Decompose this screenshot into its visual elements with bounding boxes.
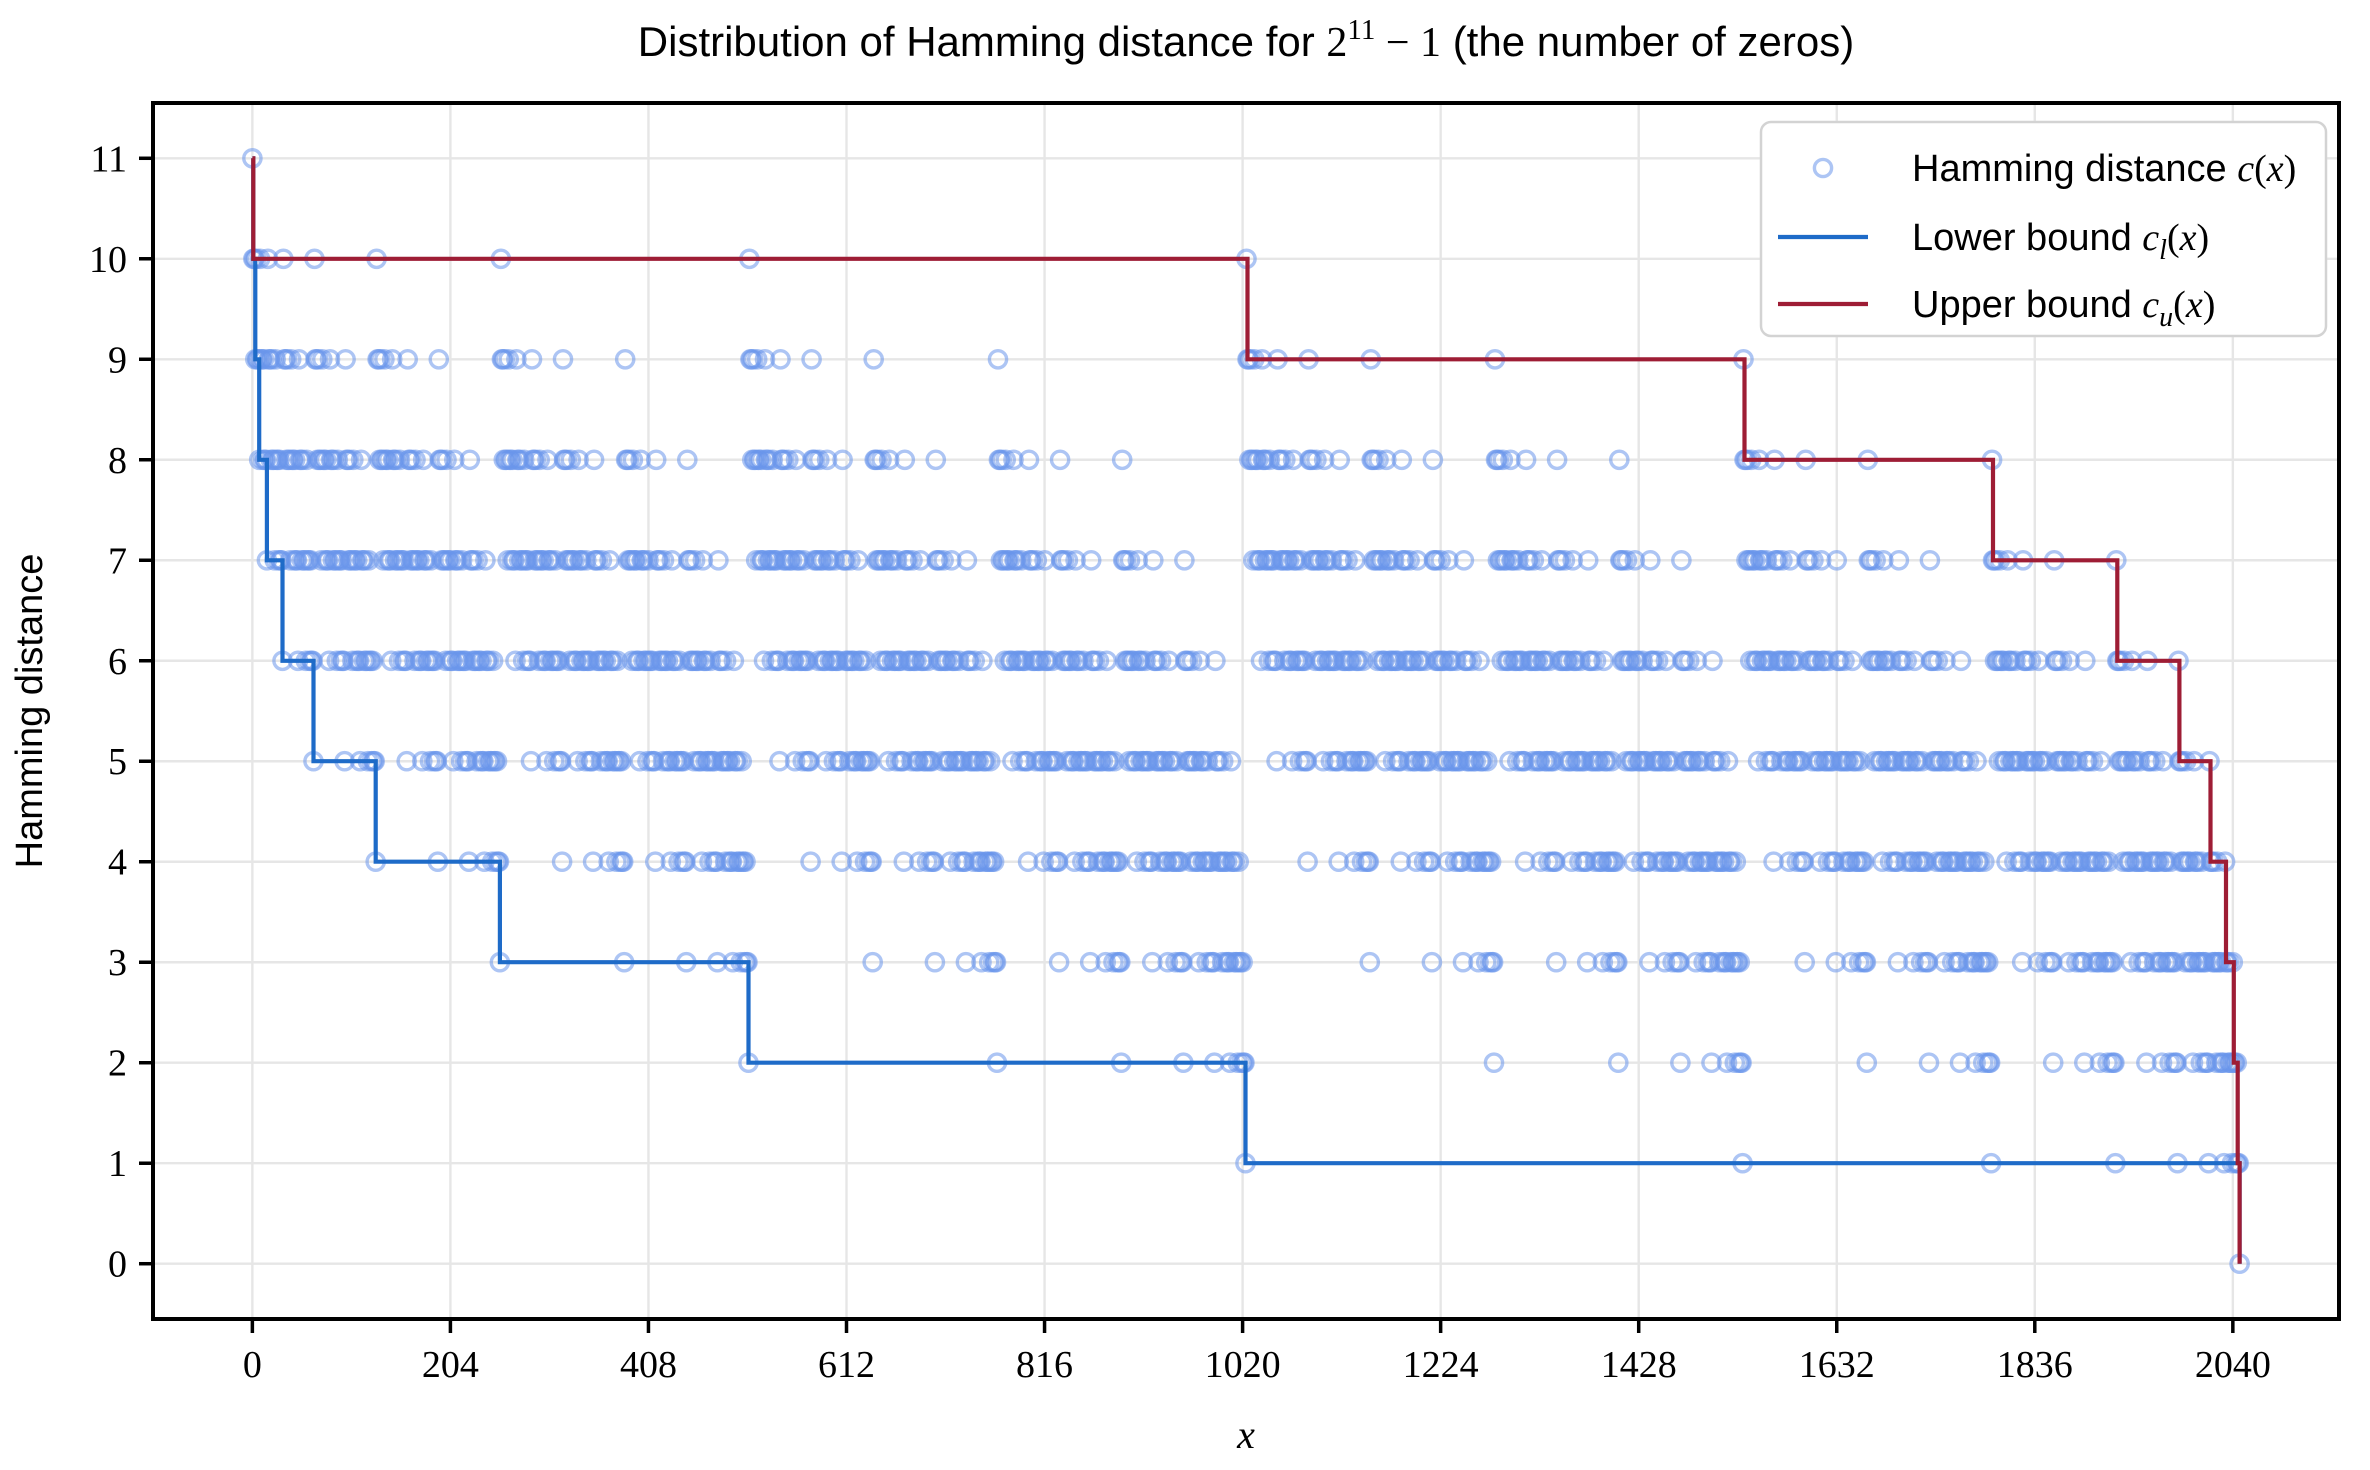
x-tick-label: 1224 [1403,1344,1479,1386]
x-tick-label: 1428 [1601,1344,1677,1386]
x-tick-label: 1836 [1997,1344,2073,1386]
legend-label: Upper bound cu(x) [1912,284,2215,333]
plot-border [151,101,2341,1321]
axes [139,101,2341,1333]
legend-scatter-marker-icon [1812,157,1834,179]
y-axis-label: Hamming distance [9,554,51,869]
y-tick-label: 11 [90,138,127,180]
tick-labels: 0 204 408 612 816 1020 1224 1428 1632 1836 2040 0 1 2… [89,138,2271,1386]
legend: Hamming distance c(x) Lower bound cl(x) Up… [1759,120,2328,338]
legend-item-upper: Upper bound cu(x) [1778,284,2215,333]
x-tick-label: 2040 [2195,1344,2271,1386]
bound-lines [251,156,2242,1264]
y-tick-label: 9 [108,339,127,381]
legend-box [1759,120,2328,338]
x-tick-label: 408 [620,1344,677,1386]
lower-bound-line [251,156,2242,1264]
legend-item-lower: Lower bound cl(x) [1778,217,2209,266]
x-tick-label: 816 [1016,1344,1073,1386]
x-tick-label: 204 [422,1344,479,1386]
y-tick-label: 5 [108,741,127,783]
y-tick-label: 2 [108,1043,127,1085]
x-axis-label: x [1236,1412,1255,1457]
y-tick-label: 1 [108,1143,127,1185]
legend-item-scatter: Hamming distance c(x) [1812,148,2296,190]
y-tick-label: 10 [89,239,127,281]
x-tick-label: 1020 [1205,1344,1281,1386]
y-tick-label: 8 [108,440,127,482]
legend-label: Hamming distance c(x) [1912,148,2296,190]
legend-label: Lower bound cl(x) [1912,217,2209,266]
y-tick-label: 0 [108,1244,127,1286]
x-tick-label: 612 [818,1344,875,1386]
x-tick-label: 1632 [1799,1344,1875,1386]
y-tick-label: 4 [108,842,127,884]
scatter-series [242,147,2250,1274]
chart-title: Distribution of Hamming distance for 211… [638,14,1854,66]
y-tick-label: 7 [108,540,127,582]
x-tick-label: 0 [243,1344,262,1386]
upper-bound-line [251,156,2242,1264]
y-tick-label: 6 [108,641,127,683]
y-tick-label: 3 [108,942,127,984]
